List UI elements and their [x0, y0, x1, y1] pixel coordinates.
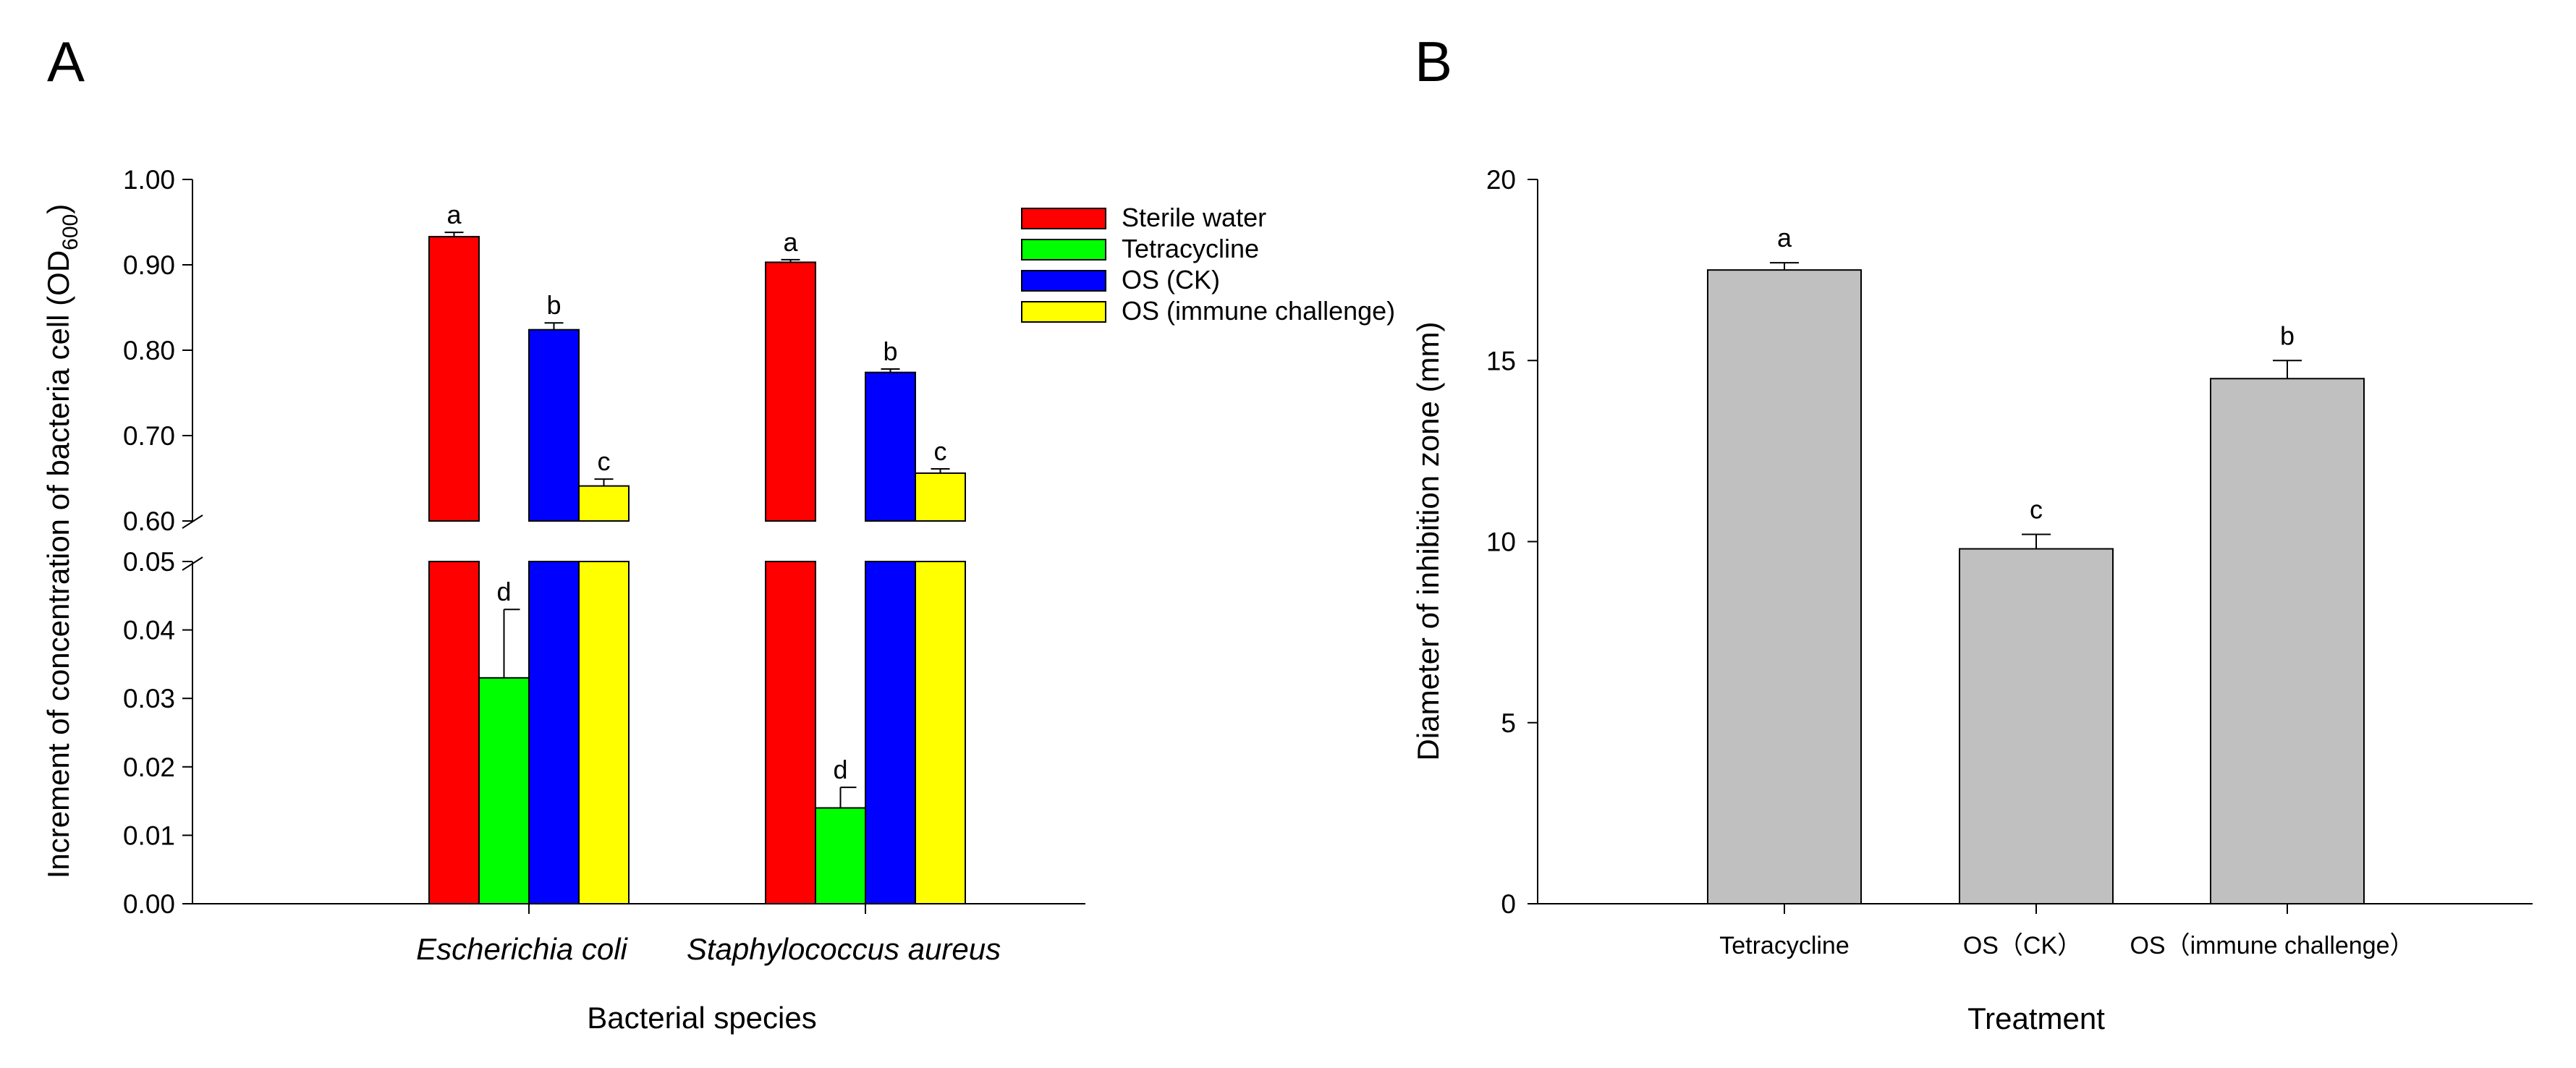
y-axis-title-close: )	[41, 204, 75, 214]
chart-panel-a: 0.00 0.01 0.02 0.03 0.04 0.05 0.60 0.70 0.80 0.90…	[41, 165, 1395, 1035]
y-axis-title-subscript: 600	[59, 214, 82, 250]
y-tick-label-lower: 0.01	[123, 821, 175, 850]
y-tick-label-upper: 0.90	[123, 250, 175, 280]
y-tick-label-lower: 0.02	[123, 753, 175, 782]
legend-swatch	[1021, 301, 1106, 323]
y-axis-title: Increment of concentration of bacteria c…	[41, 204, 82, 878]
bar-tetracycline	[478, 677, 530, 904]
y-tick-label: 20	[1486, 165, 1516, 195]
significance-label: b	[883, 336, 897, 366]
y-tick-label: 0	[1501, 889, 1516, 919]
x-tick-label: OS（immune challenge）	[2130, 932, 2414, 959]
legend-label: Sterile water	[1122, 203, 1266, 232]
bar	[1959, 548, 2114, 904]
chart-panel-b: 0 5 10 15 20 Diameter of inhibition zone (mm)…	[1411, 165, 2533, 1035]
x-tick-label: OS（CK）	[1963, 932, 2082, 959]
bar	[2210, 378, 2365, 904]
significance-label: c	[598, 446, 611, 476]
legend-label: OS (CK)	[1122, 265, 1220, 294]
panel-label-a: A	[47, 30, 85, 93]
y-axis-title-main: Increment of concentration of bacteria c…	[41, 250, 75, 878]
significance-label: c	[934, 436, 947, 466]
y-axis-title: Diameter of inhibition zone (mm)	[1411, 322, 1445, 761]
bar-sterile-water-upper	[765, 261, 816, 522]
x-axis-title: Treatment	[1967, 1001, 2105, 1035]
y-tick-label-upper: 0.70	[123, 421, 175, 451]
bar-sterile-water-lower	[428, 561, 480, 904]
significance-label: a	[783, 227, 798, 257]
y-tick-label-upper: 0.80	[123, 336, 175, 365]
significance-label: d	[496, 577, 511, 606]
significance-label: a	[1777, 223, 1792, 253]
significance-label: d	[833, 755, 847, 784]
panel-label-b: B	[1415, 30, 1452, 93]
bar-os-ck-lower	[865, 561, 916, 904]
bar-tetracycline	[815, 807, 866, 905]
bar	[1707, 269, 1862, 904]
y-tick-label-upper: 0.60	[123, 507, 175, 536]
legend-swatch	[1021, 208, 1106, 229]
legend-label: OS (immune challenge)	[1122, 296, 1395, 326]
legend-swatch	[1021, 270, 1106, 292]
bar-os-ck-upper	[865, 371, 916, 522]
y-tick-label-lower: 0.05	[123, 547, 175, 577]
y-tick-label: 5	[1501, 708, 1516, 738]
bar-os-immune-challenge-upper	[915, 472, 966, 522]
bar-os-immune-challenge-upper	[578, 485, 630, 522]
bar-os-immune-challenge-lower	[915, 561, 966, 904]
bar-os-ck-lower	[528, 561, 580, 904]
bar-os-immune-challenge-lower	[578, 561, 630, 904]
bar-sterile-water-lower	[765, 561, 816, 904]
y-tick-label: 10	[1486, 527, 1516, 557]
y-tick-label: 15	[1486, 346, 1516, 376]
axis-break-mark-lower	[182, 556, 203, 571]
significance-label: a	[446, 200, 462, 229]
legend-label: Tetracycline	[1122, 234, 1259, 263]
significance-label: b	[546, 290, 561, 320]
y-tick-label-upper: 1.00	[123, 165, 175, 195]
x-tick-label: Escherichia coli	[416, 932, 628, 966]
y-tick-label-lower: 0.03	[123, 684, 175, 713]
bar-sterile-water-upper	[428, 236, 480, 522]
significance-label: c	[2030, 494, 2043, 524]
x-tick-label: Staphylococcus aureus	[687, 932, 1001, 966]
y-tick-label-lower: 0.04	[123, 616, 175, 645]
significance-label: b	[2280, 321, 2295, 350]
x-tick-label: Tetracycline	[1719, 932, 1850, 959]
legend-swatch	[1021, 239, 1106, 260]
x-axis-title: Bacterial species	[587, 1001, 816, 1035]
bar-os-ck-upper	[528, 329, 580, 522]
y-tick-label-lower: 0.00	[123, 889, 175, 919]
